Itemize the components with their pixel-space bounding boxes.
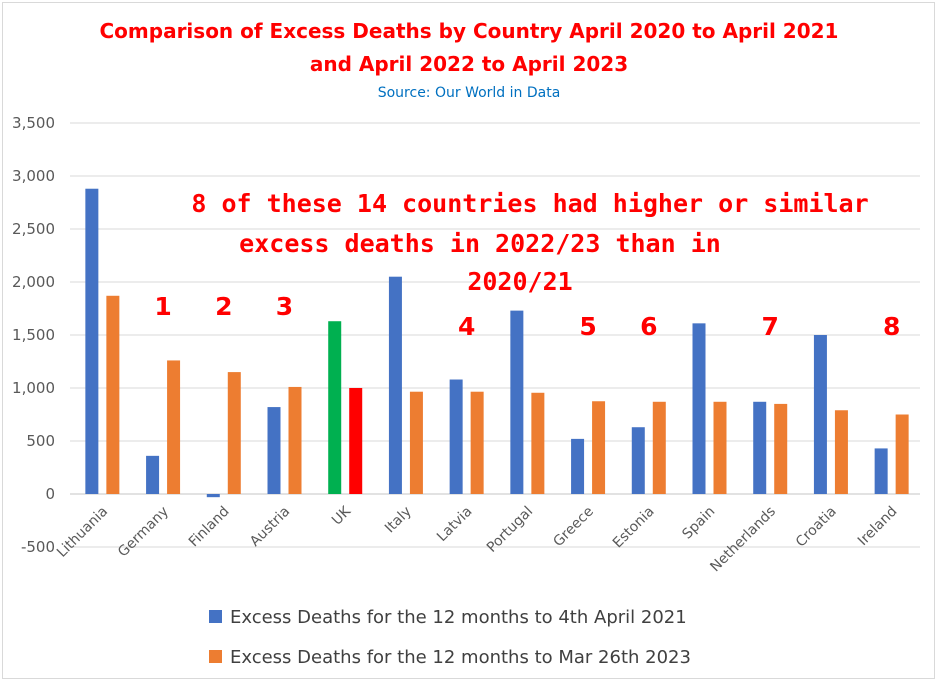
y-tick-label: 500 [26,432,55,450]
count-marker: 7 [762,312,779,341]
bar-portugal-series-2 [531,392,545,494]
y-tick-label: 0 [45,485,55,503]
x-tick-label: UK [329,503,355,529]
x-tick-label: Spain [679,504,718,543]
y-tick-label: 2,500 [12,220,55,238]
annotation-line-1: 8 of these 14 countries had higher or si… [191,189,868,218]
bar-estonia-series-1 [631,427,645,494]
bar-netherlands-series-2 [774,403,788,494]
bar-finland-series-1 [206,494,220,498]
bar-portugal-series-1 [510,310,524,494]
legend-swatch-series-2 [209,650,222,663]
count-marker: 4 [458,312,475,341]
bar-latvia-series-2 [470,391,484,494]
x-tick-label: Estonia [610,504,658,552]
legend-swatch-series-1 [209,610,222,623]
chart-title-line-1: Comparison of Excess Deaths by Country A… [100,19,839,43]
count-marker: 5 [579,312,596,341]
x-tick-label: Germany [115,504,172,561]
bar-greece-series-2 [592,401,606,494]
x-tick-label: Netherlands [707,504,779,576]
bar-austria-series-1 [267,407,281,494]
bar-spain-series-1 [692,323,706,494]
y-tick-label: 1,500 [12,326,55,344]
x-tick-label: Austria [247,504,293,550]
chart-title-line-2: and April 2022 to April 2023 [310,52,628,76]
bar-ireland-series-1 [874,448,888,494]
x-tick-label: Latvia [434,504,475,545]
x-tick-label: Italy [382,504,415,537]
bar-italy-series-1 [388,276,402,494]
bar-italy-series-2 [409,391,423,494]
chart-subtitle: Source: Our World in Data [378,85,561,101]
count-marker: 6 [640,312,657,341]
legend-label-series-2: Excess Deaths for the 12 months to Mar 2… [230,647,691,668]
count-marker: 8 [883,312,900,341]
bar-finland-series-2 [227,372,241,494]
annotation-line-3: 2020/21 [467,267,572,296]
count-marker: 3 [276,292,293,321]
bar-greece-series-1 [571,438,585,494]
bar-lithuania-series-1 [85,188,99,494]
x-tick-label: Finland [186,504,233,551]
y-tick-label: 3,000 [12,167,55,185]
bar-lithuania-series-2 [106,295,120,494]
bar-uk-series-1 [328,321,342,494]
count-marker: 2 [215,292,232,321]
y-tick-label: 2,000 [12,273,55,291]
bar-germany-series-2 [167,360,181,494]
bar-estonia-series-2 [652,401,666,494]
bar-latvia-series-1 [449,379,463,494]
x-tick-label: Portugal [484,504,536,556]
x-tick-label: Greece [550,504,597,551]
annotation-line-2: excess deaths in 2022/23 than in [239,229,721,258]
bar-austria-series-2 [288,386,302,494]
y-tick-label: 3,500 [12,114,55,132]
y-tick-label: -500 [21,538,55,556]
x-tick-label: Ireland [855,504,901,550]
x-tick-label: Lithuania [54,504,111,561]
bar-ireland-series-2 [895,414,909,494]
bar-croatia-series-2 [834,410,848,494]
legend-label-series-1: Excess Deaths for the 12 months to 4th A… [230,607,687,628]
bar-spain-series-2 [713,401,727,494]
bar-croatia-series-1 [813,335,827,494]
bar-netherlands-series-1 [753,401,767,494]
x-tick-label: Croatia [793,504,840,551]
count-marker: 1 [154,292,171,321]
bar-germany-series-1 [146,455,160,494]
bar-uk-series-2 [349,388,363,494]
y-tick-label: 1,000 [12,379,55,397]
